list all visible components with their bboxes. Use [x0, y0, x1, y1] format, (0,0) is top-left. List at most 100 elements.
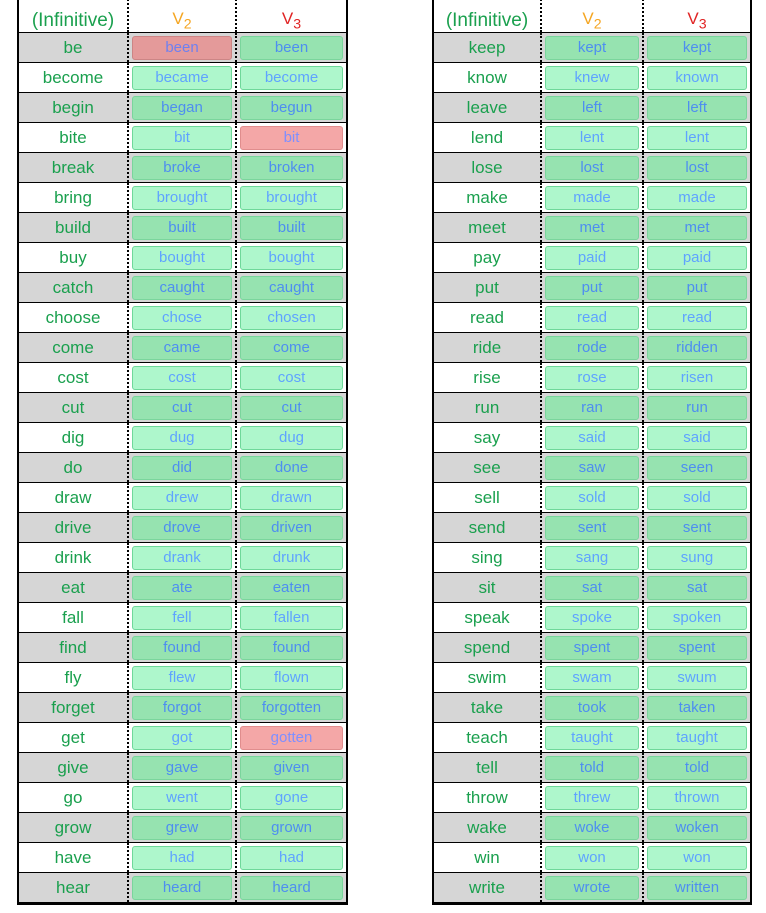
- v2-field[interactable]: sang: [545, 545, 639, 570]
- v2-field[interactable]: bought: [132, 245, 232, 270]
- v3-field[interactable]: grown: [240, 815, 343, 840]
- v3-field[interactable]: heard: [240, 875, 343, 900]
- v3-field[interactable]: left: [647, 95, 747, 120]
- v2-field[interactable]: built: [132, 215, 232, 240]
- v2-field[interactable]: met: [545, 215, 639, 240]
- v3-field[interactable]: sung: [647, 545, 747, 570]
- v2-field[interactable]: chose: [132, 305, 232, 330]
- v3-field[interactable]: begun: [240, 95, 343, 120]
- v2-field[interactable]: put: [545, 275, 639, 300]
- v3-field[interactable]: fallen: [240, 605, 343, 630]
- v3-field[interactable]: paid: [647, 245, 747, 270]
- v3-field[interactable]: sold: [647, 485, 747, 510]
- v2-field[interactable]: came: [132, 335, 232, 360]
- v2-field[interactable]: sent: [545, 515, 639, 540]
- v3-field[interactable]: run: [647, 395, 747, 420]
- v3-field[interactable]: cut: [240, 395, 343, 420]
- v2-field[interactable]: spoke: [545, 605, 639, 630]
- v3-field[interactable]: risen: [647, 365, 747, 390]
- v3-field[interactable]: sent: [647, 515, 747, 540]
- v3-field[interactable]: said: [647, 425, 747, 450]
- v3-field[interactable]: told: [647, 755, 747, 780]
- v3-field[interactable]: built: [240, 215, 343, 240]
- v3-field[interactable]: flown: [240, 665, 343, 690]
- v3-field[interactable]: drawn: [240, 485, 343, 510]
- v2-field[interactable]: caught: [132, 275, 232, 300]
- v2-field[interactable]: lost: [545, 155, 639, 180]
- v3-field[interactable]: read: [647, 305, 747, 330]
- v2-field[interactable]: swam: [545, 665, 639, 690]
- v3-field[interactable]: taken: [647, 695, 747, 720]
- v2-field[interactable]: sold: [545, 485, 639, 510]
- v2-field[interactable]: began: [132, 95, 232, 120]
- v2-field[interactable]: rode: [545, 335, 639, 360]
- v2-field[interactable]: been: [132, 35, 232, 60]
- v2-field[interactable]: saw: [545, 455, 639, 480]
- v2-field[interactable]: lent: [545, 125, 639, 150]
- v3-field[interactable]: forgotten: [240, 695, 343, 720]
- v3-field[interactable]: thrown: [647, 785, 747, 810]
- v2-field[interactable]: wrote: [545, 875, 639, 900]
- v2-field[interactable]: found: [132, 635, 232, 660]
- v3-field[interactable]: taught: [647, 725, 747, 750]
- v2-field[interactable]: rose: [545, 365, 639, 390]
- v2-field[interactable]: spent: [545, 635, 639, 660]
- v3-field[interactable]: been: [240, 35, 343, 60]
- v2-field[interactable]: cost: [132, 365, 232, 390]
- v3-field[interactable]: done: [240, 455, 343, 480]
- v2-field[interactable]: cut: [132, 395, 232, 420]
- v3-field[interactable]: come: [240, 335, 343, 360]
- v2-field[interactable]: bit: [132, 125, 232, 150]
- v3-field[interactable]: won: [647, 845, 747, 870]
- v3-field[interactable]: gone: [240, 785, 343, 810]
- v3-field[interactable]: had: [240, 845, 343, 870]
- v2-field[interactable]: flew: [132, 665, 232, 690]
- v3-field[interactable]: seen: [647, 455, 747, 480]
- v3-field[interactable]: found: [240, 635, 343, 660]
- v2-field[interactable]: made: [545, 185, 639, 210]
- v2-field[interactable]: paid: [545, 245, 639, 270]
- v2-field[interactable]: had: [132, 845, 232, 870]
- v2-field[interactable]: sat: [545, 575, 639, 600]
- v3-field[interactable]: cost: [240, 365, 343, 390]
- v2-field[interactable]: went: [132, 785, 232, 810]
- v3-field[interactable]: eaten: [240, 575, 343, 600]
- v3-field[interactable]: put: [647, 275, 747, 300]
- v3-field[interactable]: ridden: [647, 335, 747, 360]
- v2-field[interactable]: gave: [132, 755, 232, 780]
- v2-field[interactable]: knew: [545, 65, 639, 90]
- v2-field[interactable]: kept: [545, 35, 639, 60]
- v3-field[interactable]: made: [647, 185, 747, 210]
- v3-field[interactable]: kept: [647, 35, 747, 60]
- v2-field[interactable]: became: [132, 65, 232, 90]
- v2-field[interactable]: left: [545, 95, 639, 120]
- v3-field[interactable]: drunk: [240, 545, 343, 570]
- v2-field[interactable]: broke: [132, 155, 232, 180]
- v2-field[interactable]: ate: [132, 575, 232, 600]
- v2-field[interactable]: grew: [132, 815, 232, 840]
- v2-field[interactable]: did: [132, 455, 232, 480]
- v2-field[interactable]: threw: [545, 785, 639, 810]
- v2-field[interactable]: drank: [132, 545, 232, 570]
- v3-field[interactable]: caught: [240, 275, 343, 300]
- v2-field[interactable]: heard: [132, 875, 232, 900]
- v2-field[interactable]: drew: [132, 485, 232, 510]
- v3-field[interactable]: brought: [240, 185, 343, 210]
- v2-field[interactable]: told: [545, 755, 639, 780]
- v2-field[interactable]: woke: [545, 815, 639, 840]
- v3-field[interactable]: bought: [240, 245, 343, 270]
- v3-field[interactable]: spent: [647, 635, 747, 660]
- v3-field[interactable]: known: [647, 65, 747, 90]
- v2-field[interactable]: dug: [132, 425, 232, 450]
- v3-field[interactable]: dug: [240, 425, 343, 450]
- v3-field[interactable]: driven: [240, 515, 343, 540]
- v3-field[interactable]: broken: [240, 155, 343, 180]
- v2-field[interactable]: took: [545, 695, 639, 720]
- v2-field[interactable]: read: [545, 305, 639, 330]
- v3-field[interactable]: met: [647, 215, 747, 240]
- v3-field[interactable]: lost: [647, 155, 747, 180]
- v2-field[interactable]: won: [545, 845, 639, 870]
- v3-field[interactable]: bit: [240, 125, 343, 150]
- v3-field[interactable]: chosen: [240, 305, 343, 330]
- v2-field[interactable]: taught: [545, 725, 639, 750]
